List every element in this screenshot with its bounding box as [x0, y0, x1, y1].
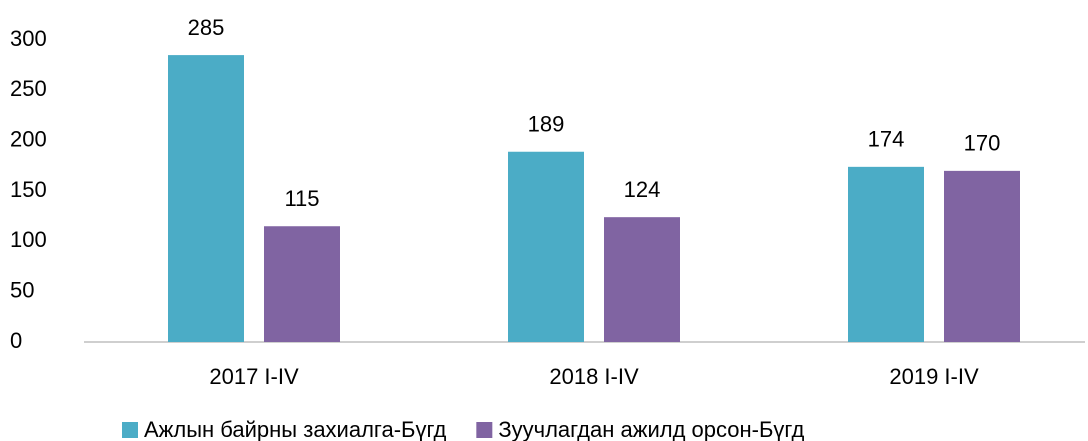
bar [848, 166, 924, 342]
value-label: 174 [868, 127, 905, 152]
bar [604, 217, 680, 342]
bar [264, 226, 340, 342]
value-label: 170 [964, 131, 1001, 156]
bar [168, 55, 244, 342]
x-tick-label: 2018 I-IV [549, 364, 639, 389]
value-label: 115 [284, 186, 319, 211]
y-tick-label: 50 [10, 277, 34, 302]
bar [508, 151, 584, 342]
legend-label: Зуучлагдан ажилд орсон-Бүгд [498, 417, 804, 441]
value-label: 285 [188, 15, 225, 40]
bar [944, 170, 1020, 342]
legend-label: Ажлын байрны захиалга-Бүгд [144, 417, 446, 441]
y-tick-label: 200 [10, 126, 47, 151]
legend-swatch [476, 422, 493, 438]
value-label: 189 [528, 112, 565, 137]
x-tick-label: 2019 I-IV [889, 364, 979, 389]
y-tick-label: 250 [10, 76, 47, 101]
y-tick-label: 150 [10, 177, 47, 202]
legend-swatch [122, 422, 138, 438]
y-tick-label: 100 [10, 227, 47, 252]
y-tick-label: 0 [10, 328, 22, 353]
y-tick-label: 300 [10, 26, 47, 51]
value-label: 124 [624, 177, 661, 202]
x-tick-label: 2017 I-IV [209, 364, 299, 389]
